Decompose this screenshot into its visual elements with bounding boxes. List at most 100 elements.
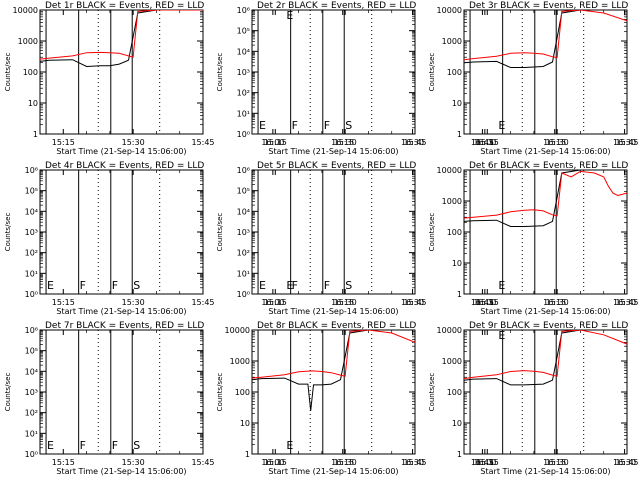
x-tick-label: 16:00 bbox=[473, 458, 496, 467]
x-tick-label: 16:00 bbox=[261, 138, 284, 147]
event-marker-label: E bbox=[259, 119, 266, 132]
plot-frame bbox=[251, 9, 416, 135]
y-axis-label: Counts/sec bbox=[4, 213, 12, 252]
y-tick-label: 100 bbox=[23, 68, 38, 77]
x-tick-label: 15:15 bbox=[52, 458, 75, 467]
event-marker-label: S bbox=[133, 439, 140, 452]
x-tick-label: 16:15 bbox=[331, 138, 354, 147]
y-tick-label: 10000 bbox=[225, 326, 250, 335]
x-tick-label: 15:30 bbox=[122, 138, 145, 147]
chart-title: Det 8r BLACK = Events, RED = LLD bbox=[257, 321, 416, 331]
y-tick-label: 1000 bbox=[230, 357, 250, 366]
y-tick-label: 10⁴ bbox=[237, 207, 250, 216]
y-tick-label: 10 bbox=[452, 419, 462, 428]
y-tick-label: 1 bbox=[33, 130, 38, 139]
y-tick-label: 10¹ bbox=[25, 269, 38, 278]
x-tick-label: 15:45 bbox=[615, 138, 638, 147]
plot-area bbox=[464, 330, 627, 454]
y-tick-label: 10 bbox=[28, 99, 38, 108]
y-tick-label: 10⁰ bbox=[237, 290, 250, 299]
y-tick-label: 10³ bbox=[25, 388, 38, 397]
y-tick-label: 10000 bbox=[437, 166, 462, 175]
plot-area bbox=[257, 10, 373, 134]
chart-title: Det 2r BLACK = Events, RED = LLD bbox=[257, 1, 416, 11]
events-series-line bbox=[464, 10, 627, 68]
x-tick-label: 15:15 bbox=[52, 298, 75, 307]
x-tick-label: 15:30 bbox=[334, 138, 357, 147]
y-tick-label: 1000 bbox=[442, 197, 462, 206]
plot-frame bbox=[463, 329, 628, 455]
y-tick-label: 10⁵ bbox=[237, 187, 250, 196]
lld-series-line bbox=[40, 10, 203, 60]
y-tick-label: 10⁴ bbox=[25, 207, 38, 216]
x-tick-label: 15:45 bbox=[191, 298, 214, 307]
x-tick-label: 15:45 bbox=[615, 458, 638, 467]
x-tick-label: 15:15 bbox=[476, 138, 499, 147]
lld-series-line bbox=[464, 330, 627, 380]
x-axis-label: Start Time (21-Sep-14 15:06:00) bbox=[480, 147, 610, 156]
x-tick-label: 15:15 bbox=[476, 458, 499, 467]
x-tick-label: 16:30 bbox=[613, 138, 636, 147]
x-tick-label: 15:45 bbox=[615, 298, 638, 307]
x-axis-label: Start Time (21-Sep-14 15:06:00) bbox=[480, 467, 610, 476]
plot-frame bbox=[251, 169, 416, 295]
y-tick-label: 1000 bbox=[442, 357, 462, 366]
y-tick-label: 10⁶ bbox=[25, 326, 38, 335]
chart-panel: Det 5r BLACK = Events, RED = LLD 10⁰ 10¹ 10… bbox=[216, 161, 636, 316]
y-tick-label: 1000 bbox=[18, 37, 38, 46]
event-marker-label: F bbox=[292, 279, 298, 292]
chart-title: Det 7r BLACK = Events, RED = LLD bbox=[45, 321, 204, 331]
x-tick-label: 16:15 bbox=[331, 298, 354, 307]
y-tick-label: 100 bbox=[235, 388, 250, 397]
y-tick-label: 10⁶ bbox=[25, 166, 38, 175]
x-axis-label: Start Time (21-Sep-14 15:06:00) bbox=[268, 467, 398, 476]
x-axis-label: Start Time (21-Sep-14 15:06:00) bbox=[268, 147, 398, 156]
y-axis-label: Counts/sec bbox=[428, 53, 436, 92]
lld-series-line bbox=[252, 330, 415, 379]
y-tick-label: 10⁴ bbox=[237, 47, 250, 56]
x-axis-label: Start Time (21-Sep-14 15:06:00) bbox=[480, 307, 610, 316]
event-marker-label: E bbox=[498, 279, 505, 292]
events-series-line bbox=[464, 330, 627, 386]
y-tick-label: 10⁵ bbox=[25, 347, 38, 356]
plot-area bbox=[45, 330, 161, 454]
y-tick-label: 10⁰ bbox=[25, 290, 38, 299]
chart-panel: Det 1r BLACK = Events, RED = LLD 1 10 100 10… bbox=[4, 1, 494, 156]
x-tick-label: 16:30 bbox=[613, 458, 636, 467]
x-tick-label: 15:45 bbox=[403, 138, 426, 147]
event-marker-label: E bbox=[286, 439, 293, 452]
y-tick-label: 100 bbox=[447, 68, 462, 77]
y-tick-label: 10⁵ bbox=[25, 187, 38, 196]
chart-panel: Det 8r BLACK = Events, RED = LLD 1 10 100 10… bbox=[216, 321, 636, 476]
x-tick-label: 16:15 bbox=[543, 138, 566, 147]
plot-area bbox=[464, 170, 627, 294]
event-marker-label: E bbox=[47, 279, 54, 292]
y-tick-label: 10³ bbox=[25, 228, 38, 237]
event-marker-label: E bbox=[47, 439, 54, 452]
event-marker-label: F bbox=[80, 279, 86, 292]
events-series-line bbox=[464, 170, 627, 227]
x-tick-label: 15:15 bbox=[264, 458, 287, 467]
event-marker-label: F bbox=[80, 439, 86, 452]
events-series-line bbox=[252, 330, 415, 411]
chart-panel: Det 3r BLACK = Events, RED = LLD 1 10 100 10… bbox=[428, 1, 639, 156]
chart-panel: Det 4r BLACK = Events, RED = LLD 10⁰ 10¹ 10… bbox=[4, 161, 494, 316]
event-marker-label: S bbox=[345, 119, 352, 132]
y-tick-label: 100 bbox=[447, 228, 462, 237]
y-axis-label: Counts/sec bbox=[428, 373, 436, 412]
event-marker-label: F bbox=[112, 279, 118, 292]
x-tick-label: 16:15 bbox=[543, 458, 566, 467]
event-marker-label: F bbox=[324, 119, 330, 132]
y-tick-label: 10⁰ bbox=[237, 130, 250, 139]
x-tick-label: 16:15 bbox=[331, 458, 354, 467]
x-axis-label: Start Time (21-Sep-14 15:06:00) bbox=[56, 467, 186, 476]
chart-title: Det 4r BLACK = Events, RED = LLD bbox=[45, 161, 204, 171]
x-tick-label: 16:45 bbox=[471, 298, 494, 307]
chart-panel: Det 9r BLACK = Events, RED = LLD 1 10 100 10… bbox=[428, 321, 639, 476]
event-marker-label: E bbox=[286, 279, 293, 292]
y-tick-label: 10000 bbox=[437, 6, 462, 15]
x-tick-label: 15:15 bbox=[264, 138, 287, 147]
plot-frame bbox=[39, 329, 204, 455]
y-tick-label: 10⁵ bbox=[237, 27, 250, 36]
